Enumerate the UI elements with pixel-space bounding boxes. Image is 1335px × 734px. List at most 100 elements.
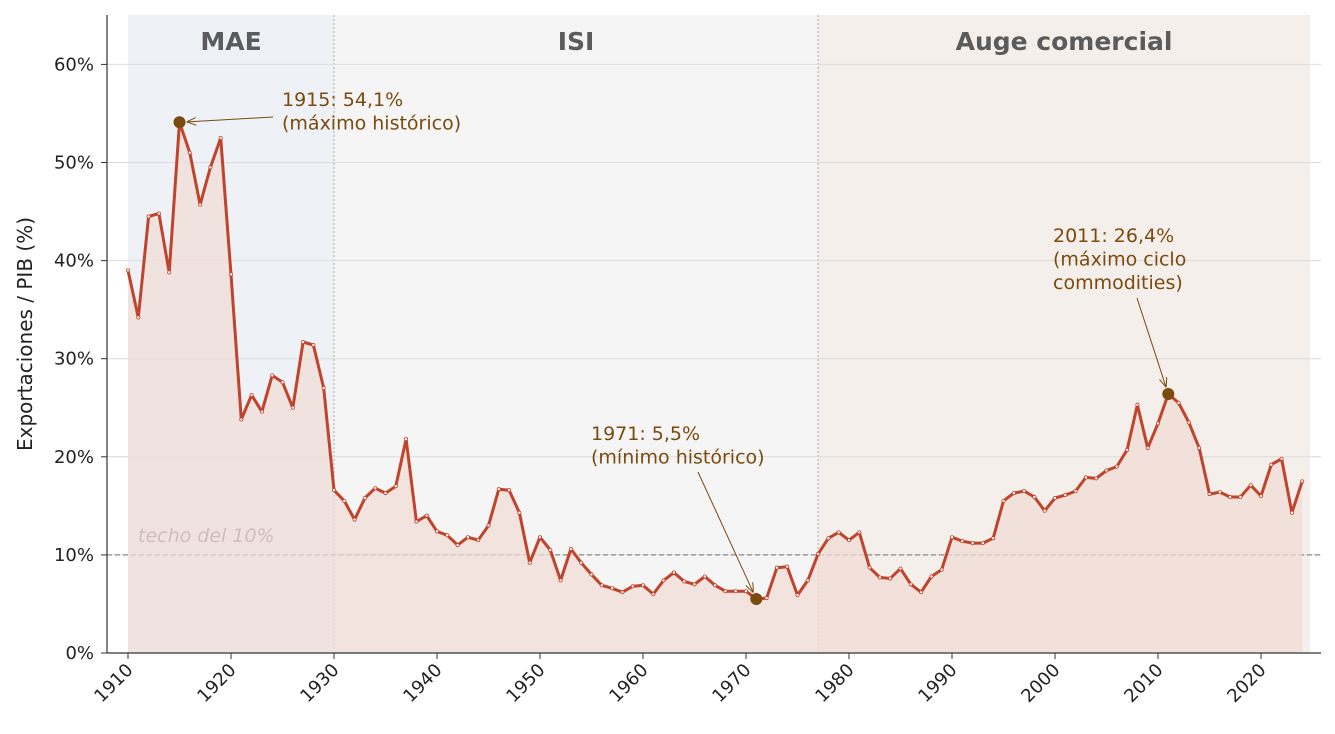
annotation-label: (máximo histórico) — [282, 113, 461, 135]
data-point — [898, 566, 903, 571]
y-tick-label: 30% — [54, 349, 94, 370]
x-tick-label: 1940 — [399, 660, 446, 707]
y-tick-label: 10% — [54, 545, 94, 566]
x-tick-label: 1990 — [914, 660, 961, 707]
annotation-marker — [750, 593, 763, 606]
data-point — [733, 589, 738, 594]
series-area — [128, 122, 1303, 654]
data-point — [507, 488, 512, 493]
x-tick-label: 1970 — [708, 660, 755, 707]
data-point — [1259, 494, 1264, 499]
annotation-label: 1915: 54,1% — [282, 89, 403, 111]
data-point — [1186, 420, 1191, 425]
data-point — [538, 535, 543, 540]
data-point — [1032, 495, 1037, 500]
data-point — [208, 165, 213, 170]
data-point — [198, 202, 203, 207]
annotation-label: (mínimo histórico) — [591, 447, 765, 469]
data-point — [620, 590, 625, 595]
data-point — [744, 589, 749, 594]
data-point — [888, 576, 893, 581]
data-point — [331, 488, 336, 493]
data-point — [1176, 400, 1181, 405]
data-point — [1104, 468, 1109, 473]
data-point — [908, 582, 913, 587]
data-point — [579, 560, 584, 565]
data-point — [321, 386, 326, 391]
data-point — [939, 567, 944, 572]
data-point — [270, 373, 275, 378]
data-point — [826, 536, 831, 541]
data-point — [1279, 456, 1284, 461]
data-point — [1053, 496, 1058, 501]
data-point — [867, 565, 872, 570]
data-point — [228, 272, 233, 277]
data-point — [290, 405, 295, 410]
data-point — [517, 510, 522, 515]
period-label: Auge comercial — [956, 27, 1173, 56]
data-point — [548, 547, 553, 552]
y-tick-label: 0% — [65, 643, 94, 664]
data-point — [146, 214, 151, 219]
data-point — [785, 564, 790, 569]
data-point — [960, 539, 965, 544]
data-point — [1135, 402, 1140, 407]
data-point — [476, 538, 481, 543]
data-point — [1063, 493, 1068, 498]
data-point — [610, 586, 615, 591]
data-point — [599, 583, 604, 588]
data-point — [455, 543, 460, 548]
data-point — [630, 584, 635, 589]
data-point — [1125, 447, 1130, 452]
x-tick-label: 1960 — [605, 660, 652, 707]
data-point — [568, 547, 573, 552]
x-tick-label: 2000 — [1017, 660, 1064, 707]
annotation-arrow — [1136, 297, 1166, 386]
data-point — [877, 575, 882, 580]
data-point — [950, 535, 955, 540]
data-point — [558, 578, 563, 583]
data-point — [764, 596, 769, 601]
data-point — [311, 342, 316, 347]
data-point — [249, 392, 254, 397]
data-point — [496, 487, 501, 492]
data-point — [136, 315, 141, 320]
data-point — [795, 593, 800, 598]
data-point — [1001, 498, 1006, 503]
data-point — [991, 536, 996, 541]
data-point — [1207, 492, 1212, 497]
series-group — [126, 120, 1305, 602]
data-point — [167, 270, 172, 275]
data-point — [1269, 462, 1274, 467]
x-tick-label: 1950 — [502, 660, 549, 707]
data-point — [671, 570, 676, 575]
data-point — [218, 135, 223, 140]
annotation-arrow — [187, 116, 274, 122]
data-point — [774, 565, 779, 570]
data-point — [404, 437, 409, 442]
annotation-marker — [1162, 388, 1175, 401]
data-point — [1289, 510, 1294, 515]
data-point — [589, 572, 594, 577]
data-point — [1300, 479, 1305, 484]
data-point — [1114, 464, 1119, 469]
data-point — [1156, 421, 1161, 426]
data-point — [259, 409, 264, 414]
data-point — [682, 579, 687, 584]
data-point — [857, 530, 862, 535]
data-point — [692, 582, 697, 587]
data-point — [187, 150, 192, 155]
data-point — [713, 583, 718, 588]
data-point — [1042, 508, 1047, 513]
x-tick-label: 2020 — [1223, 660, 1270, 707]
data-point — [1094, 476, 1099, 481]
data-point — [1197, 445, 1202, 450]
x-tick-label: 2010 — [1120, 660, 1167, 707]
data-point — [126, 268, 131, 273]
data-point — [970, 541, 975, 546]
x-tick-label: 1910 — [90, 660, 137, 707]
annotation-label: 2011: 26,4% — [1053, 225, 1174, 247]
annotation-marker — [173, 116, 186, 129]
x-tick-label: 1920 — [193, 660, 240, 707]
